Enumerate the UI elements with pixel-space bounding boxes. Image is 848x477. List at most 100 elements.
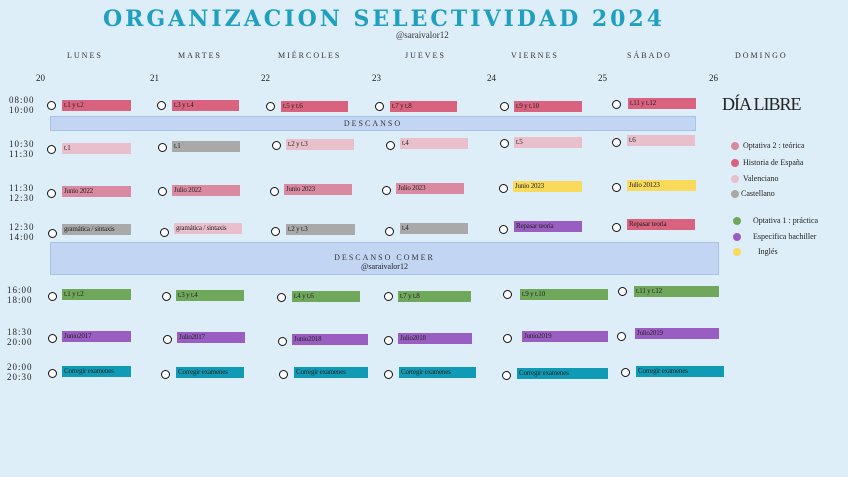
checkbox[interactable] (617, 332, 626, 341)
task-block: t.4 y t.6 (292, 291, 360, 302)
descanso-comer-label: DESCANSO COMER (334, 253, 435, 262)
checkbox[interactable] (48, 334, 57, 343)
time-slot-4: 12:30 14:00 (9, 222, 35, 242)
checkbox[interactable] (503, 334, 512, 343)
date-number: 25 (598, 73, 607, 83)
legend-label: Inglés (758, 247, 778, 256)
checkbox[interactable] (158, 143, 167, 152)
legend-label: Historia de España (743, 158, 804, 167)
checkbox[interactable] (618, 287, 627, 296)
checkbox[interactable] (612, 138, 621, 147)
checkbox[interactable] (271, 227, 280, 236)
task-block: Corregir examenes (636, 366, 724, 377)
checkbox[interactable] (272, 141, 281, 150)
checkbox[interactable] (48, 229, 57, 238)
legend-dot-icon (733, 248, 741, 256)
checkbox[interactable] (47, 101, 56, 110)
time-slot-7: 20:00 20:30 (7, 362, 33, 382)
checkbox[interactable] (499, 225, 508, 234)
task-block: t.1 y t.2 (62, 289, 131, 300)
checkbox[interactable] (612, 183, 621, 192)
time-slot-2: 10:30 11:30 (9, 139, 35, 159)
checkbox[interactable] (375, 102, 384, 111)
task-block: Repasar teoría (627, 219, 695, 230)
task-block: Junio 2023 (284, 184, 352, 195)
checkbox[interactable] (612, 100, 621, 109)
checkbox[interactable] (384, 336, 393, 345)
day-header-lunes: LUNES (67, 51, 103, 60)
checkbox[interactable] (48, 369, 57, 378)
task-block: t.7 y t.8 (398, 291, 471, 302)
page-title: ORGANIZACION SELECTIVIDAD 2024 (102, 6, 666, 32)
date-number: 24 (487, 73, 496, 83)
checkbox[interactable] (386, 141, 395, 150)
task-block: t.3 y t.4 (176, 290, 244, 301)
checkbox[interactable] (278, 337, 287, 346)
checkbox[interactable] (47, 189, 56, 198)
legend-dot-icon (731, 142, 739, 150)
checkbox[interactable] (279, 370, 288, 379)
legend-dot-icon (733, 233, 741, 241)
date-number: 22 (261, 73, 270, 83)
checkbox[interactable] (162, 292, 171, 301)
dia-libre-label: DÍA LIBRE (722, 94, 801, 114)
task-block: t.1 y t.2 (62, 100, 131, 111)
time-slot-3: 11:30 12:30 (9, 183, 35, 203)
task-block: t.1 (62, 143, 131, 154)
task-block: Junio 2023 (513, 181, 582, 192)
day-header-miercoles: MIÉRCOLES (278, 51, 342, 60)
checkbox[interactable] (163, 335, 172, 344)
checkbox[interactable] (382, 186, 391, 195)
checkbox[interactable] (277, 293, 286, 302)
checkbox[interactable] (157, 101, 166, 110)
checkbox[interactable] (160, 228, 169, 237)
time-slot-1: 08:00 10:00 (9, 95, 35, 115)
legend-label: Optativa 2 : teórica (743, 141, 805, 150)
handle-text: @saraivalor12 (396, 30, 449, 40)
legend-label: Valenciano (743, 174, 779, 183)
date-number: 23 (372, 73, 381, 83)
task-block: t.5 (514, 137, 582, 148)
day-header-sabado: SÁBADO (627, 51, 672, 60)
checkbox[interactable] (500, 102, 509, 111)
checkbox[interactable] (502, 371, 511, 380)
task-block: t.5 y t.6 (281, 101, 348, 112)
task-block: t.4 (400, 223, 468, 234)
task-block: Julio 2023 (396, 183, 464, 194)
checkbox[interactable] (161, 370, 170, 379)
descanso-handle: @saraivalor12 (361, 262, 408, 271)
checkbox[interactable] (266, 102, 275, 111)
checkbox[interactable] (500, 139, 509, 148)
task-block: t.11 y t.12 (634, 286, 719, 297)
checkbox[interactable] (621, 368, 630, 377)
legend-dot-icon (733, 217, 741, 225)
task-block: t.1 (172, 141, 240, 152)
task-block: t.7 y t.8 (390, 101, 457, 112)
checkbox[interactable] (158, 187, 167, 196)
day-header-jueves: JUEVES (405, 51, 446, 60)
task-block: t.2 y t.3 (286, 224, 355, 235)
legend-label: Castellano (741, 189, 775, 198)
checkbox[interactable] (499, 184, 508, 193)
task-block: t.3 y t.4 (172, 100, 239, 111)
task-block: Julio 20123 (627, 180, 696, 191)
checkbox[interactable] (48, 292, 57, 301)
date-number: 20 (36, 73, 45, 83)
task-block: Junio2019 (522, 331, 608, 342)
checkbox[interactable] (612, 223, 621, 232)
task-block: Julio2017 (177, 332, 245, 343)
task-block: t.4 (400, 138, 468, 149)
task-block: Julio2018 (398, 333, 472, 344)
checkbox[interactable] (503, 290, 512, 299)
day-header-martes: MARTES (178, 51, 222, 60)
task-block: t.9 y t.10 (514, 101, 582, 112)
checkbox[interactable] (384, 292, 393, 301)
checkbox[interactable] (385, 227, 394, 236)
descanso-band: DESCANSO (50, 116, 696, 131)
task-block: Repasar teoría (514, 221, 582, 232)
task-block: gramática / sintaxis (174, 223, 242, 234)
checkbox[interactable] (384, 370, 393, 379)
legend-label: Optativa 1 : práctica (753, 216, 819, 225)
checkbox[interactable] (270, 187, 279, 196)
checkbox[interactable] (47, 145, 56, 154)
